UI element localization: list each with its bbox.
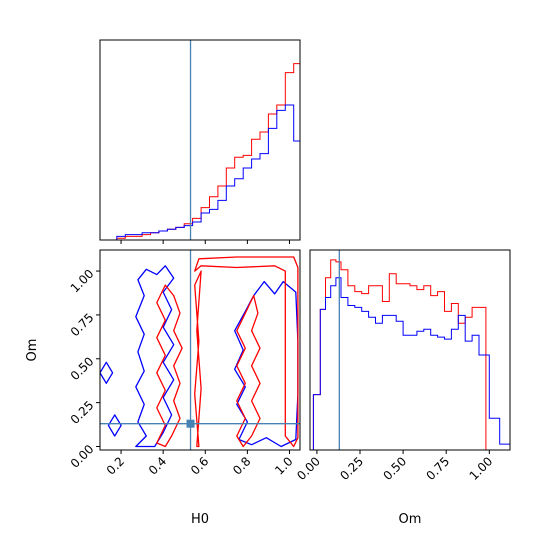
contour-series_b-2: [100, 361, 114, 384]
truth-marker: [186, 419, 195, 428]
contour-series_b-1: [234, 280, 299, 448]
contour-series_a-1: [236, 294, 261, 448]
panel-hist-h0: [99, 39, 301, 244]
y-axis-label-om: Om: [25, 339, 40, 362]
contour-series_b-3: [107, 414, 122, 437]
contour-series_a-2: [194, 256, 299, 448]
contour-frame: [99, 249, 301, 451]
x-axis-label-om: Om: [399, 512, 422, 527]
histogram-series_a: [100, 63, 300, 240]
contour-series_a-3: [194, 270, 202, 448]
hist-h0-frame: [99, 39, 301, 241]
histogram-series_b: [312, 277, 510, 450]
hist-om-frame: [309, 249, 511, 451]
x-axis-label-h0: H0: [191, 512, 209, 527]
histogram-series_b: [100, 104, 300, 240]
contour-series_b-0: [135, 265, 175, 448]
contour-series_a-0: [156, 284, 183, 448]
